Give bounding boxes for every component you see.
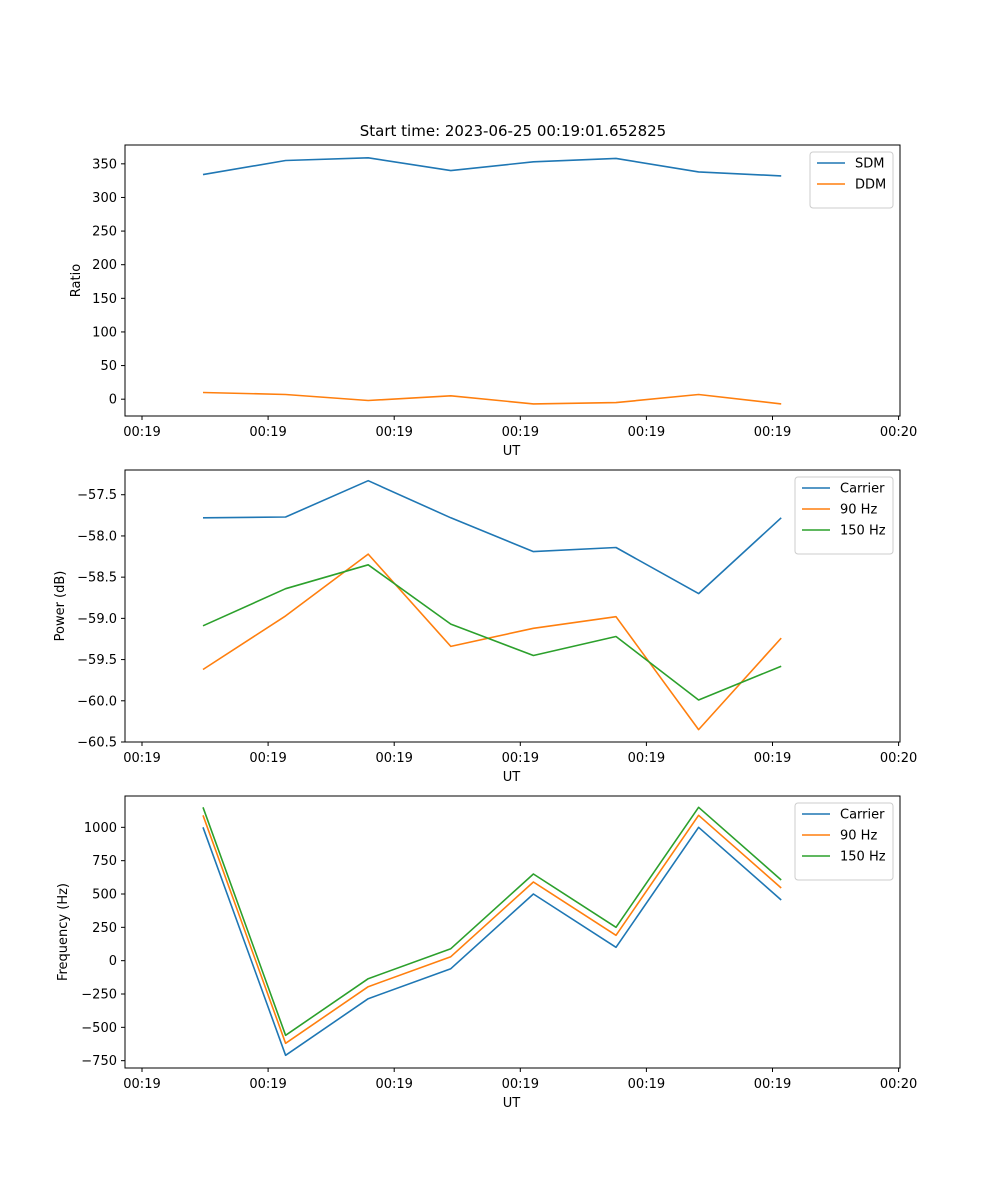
x-tick-label: 00:19 [754, 751, 791, 766]
series-line-150-hz [202, 563, 782, 701]
y-tick-label: 150 [92, 292, 117, 307]
x-tick-label: 00:19 [123, 1077, 160, 1092]
x-tick-label: 00:19 [123, 425, 160, 440]
y-tick-label: −58.5 [77, 571, 117, 586]
x-tick-label: 00:19 [628, 425, 665, 440]
y-tick-label: 0 [109, 954, 117, 969]
chart-title: Start time: 2023-06-25 00:19:01.652825 [360, 122, 666, 140]
legend-box [794, 802, 894, 881]
subplot-3: 00:19 00:19 00:19 00:19 00:19 00:19 00:20 −750 −… [56, 795, 917, 1111]
x-tick-label: 00:19 [375, 751, 412, 766]
y-axis-label: Power (dB) [53, 571, 68, 642]
series-line-sdm [202, 157, 782, 177]
legend-entry: 150 Hz [840, 850, 886, 865]
subplot-2: 00:19 00:19 00:19 00:19 00:19 00:19 00:20 −60.5… [53, 469, 917, 785]
y-tick-label: 200 [92, 258, 117, 273]
legend-box [794, 476, 894, 555]
y-tick-label: 250 [92, 225, 117, 240]
series-line-carrier [202, 826, 782, 1057]
y-tick-label: 100 [92, 325, 117, 340]
legend: Carrier 90 Hz 150 Hz [794, 802, 894, 881]
y-tick-label: −58.0 [77, 529, 117, 544]
y-tick-label: −57.5 [77, 488, 117, 503]
y-tick-label: 300 [92, 191, 117, 206]
series-line-ddm [202, 391, 782, 405]
x-tick-label: 00:19 [375, 1077, 412, 1092]
legend-entry: Carrier [840, 808, 885, 823]
subplot-1: 00:19 00:19 00:19 00:19 00:19 00:19 00:20 0 50 10… [69, 144, 917, 459]
y-tick-label: 750 [92, 854, 117, 869]
x-tick-label: 00:19 [249, 425, 286, 440]
series-line-90-hz [202, 814, 782, 1045]
legend-entry: 90 Hz [840, 829, 877, 844]
x-axis-label: UT [503, 1096, 521, 1111]
y-tick-label: −250 [81, 988, 117, 1003]
y-tick-label: −750 [81, 1054, 117, 1069]
y-tick-label: −59.0 [77, 612, 117, 627]
series-line-carrier [202, 479, 782, 595]
legend-entry: Carrier [840, 482, 885, 497]
y-tick-label: −59.5 [77, 653, 117, 668]
x-tick-label: 00:19 [754, 1077, 791, 1092]
axes-frame [124, 144, 901, 417]
legend-entry: 150 Hz [840, 524, 886, 539]
y-tick-label: −60.5 [77, 736, 117, 751]
y-tick-label: −500 [81, 1021, 117, 1036]
x-tick-label: 00:19 [375, 425, 412, 440]
x-tick-label: 00:19 [249, 1077, 286, 1092]
subplots: 00:19 00:19 00:19 00:19 00:19 00:19 00:20 0 50 10… [53, 144, 917, 1111]
x-tick-label: 00:19 [502, 1077, 539, 1092]
legend-entry: SDM [855, 157, 884, 172]
x-tick-label: 00:20 [880, 425, 917, 440]
axes-frame [124, 795, 901, 1069]
legend-entry: 90 Hz [840, 503, 877, 518]
y-axis-label: Ratio [69, 264, 84, 297]
y-tick-label: −60.0 [77, 694, 117, 709]
y-axis-label: Frequency (Hz) [56, 883, 71, 981]
y-tick-label: 50 [100, 359, 117, 374]
axes-frame [124, 469, 901, 743]
x-tick-label: 00:19 [249, 751, 286, 766]
y-tick-label: 1000 [84, 821, 117, 836]
y-tick-label: 0 [109, 393, 117, 408]
x-tick-label: 00:19 [754, 425, 791, 440]
x-tick-label: 00:19 [123, 751, 160, 766]
x-tick-label: 00:19 [502, 425, 539, 440]
y-tick-label: 350 [92, 157, 117, 172]
y-tick-label: 500 [92, 888, 117, 903]
legend-box [809, 151, 894, 209]
legend: SDM DDM [809, 151, 894, 209]
series-line-150-hz [202, 806, 782, 1037]
series-line-90-hz [202, 553, 782, 731]
x-tick-label: 00:20 [880, 751, 917, 766]
legend-entry: DDM [855, 178, 886, 193]
legend: Carrier 90 Hz 150 Hz [794, 476, 894, 555]
y-tick-label: 250 [92, 921, 117, 936]
x-tick-label: 00:20 [880, 1077, 917, 1092]
x-tick-label: 00:19 [628, 751, 665, 766]
x-tick-label: 00:19 [502, 751, 539, 766]
x-tick-label: 00:19 [628, 1077, 665, 1092]
x-axis-label: UT [503, 444, 521, 459]
x-axis-label: UT [503, 770, 521, 785]
